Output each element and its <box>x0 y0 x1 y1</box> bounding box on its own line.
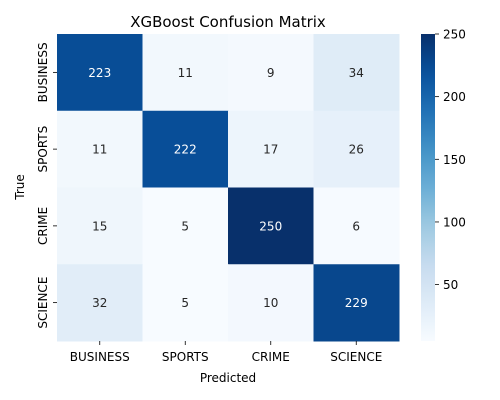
x-tick-label: SPORTS <box>162 350 209 364</box>
colorbar-tick-label: 100 <box>443 215 466 229</box>
cell-value-label: 11 <box>92 143 107 157</box>
colorbar-ticks: 50 100 150 200 250 <box>435 28 466 292</box>
cell-value-label: 26 <box>349 143 364 157</box>
y-axis-label: True <box>13 174 27 201</box>
x-tick-label: BUSINESS <box>70 350 130 364</box>
cell-value-label: 9 <box>267 66 275 80</box>
y-tick-label: BUSINESS <box>36 42 50 102</box>
cell-value-label: 11 <box>178 66 193 80</box>
y-axis-ticks: BUSINESS SPORTS CRIME SCIENCE <box>36 42 57 329</box>
cell-value-label: 17 <box>263 143 278 157</box>
cell-value-label: 34 <box>349 66 364 80</box>
cell-value-label: 15 <box>92 219 107 233</box>
colorbar-tick-label: 50 <box>443 278 458 292</box>
cell-sports-science <box>313 110 400 188</box>
cell-value-label: 5 <box>181 219 189 233</box>
heatmap-cells <box>57 34 400 342</box>
cell-value-label: 5 <box>181 296 189 310</box>
heatmap-cell-labels: 223 11 9 34 11 222 17 26 15 5 250 6 32 5 10 229 <box>88 66 367 310</box>
cell-business-science <box>313 34 400 112</box>
cell-science-science <box>313 264 400 342</box>
cell-sports-business <box>57 110 143 188</box>
cell-business-crime <box>228 34 314 112</box>
chart-title: XGBoost Confusion Matrix <box>130 13 326 31</box>
x-axis-ticks: BUSINESS SPORTS CRIME SCIENCE <box>70 341 382 364</box>
cell-sports-crime <box>228 110 314 188</box>
cell-value-label: 250 <box>259 219 282 233</box>
cell-value-label: 223 <box>88 66 111 80</box>
cell-value-label: 6 <box>352 219 360 233</box>
cell-science-sports <box>142 264 229 342</box>
cell-crime-science <box>313 187 400 265</box>
cell-crime-sports <box>142 187 229 265</box>
cell-crime-crime <box>228 187 314 265</box>
cell-crime-business <box>57 187 143 265</box>
cell-science-crime <box>228 264 314 342</box>
cell-business-business <box>57 34 143 112</box>
y-tick-label: SCIENCE <box>36 277 50 329</box>
colorbar-tick-label: 200 <box>443 90 466 104</box>
cell-value-label: 10 <box>263 296 278 310</box>
y-tick-label: SPORTS <box>36 126 50 173</box>
cell-science-business <box>57 264 143 342</box>
colorbar-tick-label: 250 <box>443 28 466 42</box>
y-tick-label: CRIME <box>36 207 50 245</box>
cell-value-label: 222 <box>174 143 197 157</box>
cell-value-label: 229 <box>345 296 368 310</box>
cell-business-sports <box>142 34 229 112</box>
x-axis-label: Predicted <box>200 371 256 385</box>
colorbar-tick-label: 150 <box>443 153 466 167</box>
x-tick-label: CRIME <box>252 350 290 364</box>
cell-value-label: 32 <box>92 296 107 310</box>
x-tick-label: SCIENCE <box>330 350 382 364</box>
colorbar <box>421 34 435 341</box>
cell-sports-sports <box>142 110 229 188</box>
